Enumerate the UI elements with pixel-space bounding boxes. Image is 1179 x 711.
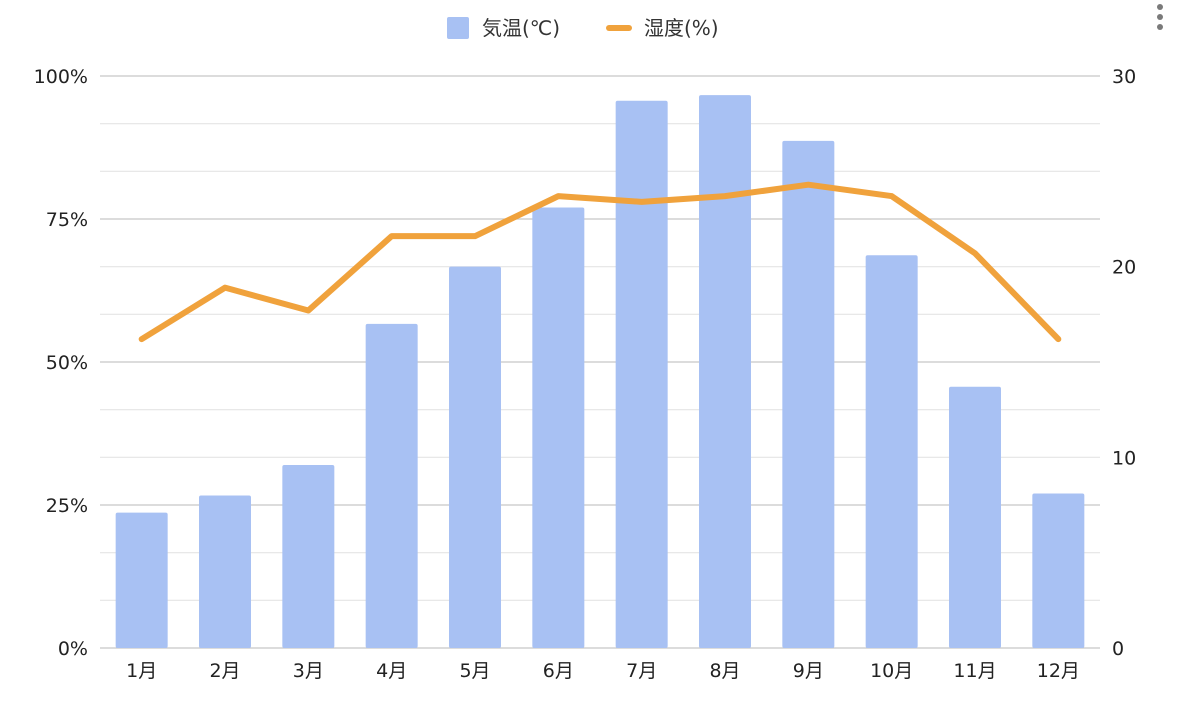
right-axis-tick: 10 [1112, 447, 1136, 469]
more-options-icon[interactable] [1153, 0, 1167, 30]
x-axis-tick: 3月 [293, 660, 324, 682]
bar-11[interactable] [949, 386, 1001, 648]
left-axis-tick: 50% [46, 352, 88, 374]
left-axis-tick: 25% [46, 495, 88, 517]
bar-10[interactable] [865, 255, 918, 648]
legend[interactable]: 気温(℃) 湿度(%) [447, 16, 719, 40]
humidity-series-line[interactable] [138, 181, 1062, 343]
legend-label-humidity: 湿度(%) [644, 16, 719, 40]
left-axis-tick: 100% [34, 66, 88, 88]
x-axis-tick: 5月 [459, 660, 490, 682]
legend-swatch-temperature [447, 17, 469, 39]
bar-7[interactable] [615, 100, 668, 648]
x-axis-tick: 7月 [626, 660, 657, 682]
x-axis-tick: 2月 [209, 660, 240, 682]
axes: 0% 25% 50% 75% 100% 0 10 20 30 1月 2月 3月 4月 5月 6月 7月 8月 9月… [34, 66, 1137, 682]
bar-12[interactable] [1032, 493, 1085, 648]
x-axis-tick: 4月 [376, 660, 407, 682]
x-axis-tick: 8月 [709, 660, 740, 682]
right-axis-tick: 30 [1112, 66, 1136, 88]
temperature-bars [115, 95, 1085, 649]
right-axis-tick: 0 [1112, 638, 1124, 660]
right-axis-tick: 20 [1112, 257, 1136, 279]
bar-6[interactable] [532, 207, 585, 648]
grid-lines [100, 75, 1100, 649]
bar-9[interactable] [782, 140, 835, 648]
x-axis-tick: 11月 [953, 660, 996, 682]
x-axis-tick: 1月 [126, 660, 157, 682]
x-axis-tick: 6月 [543, 660, 574, 682]
bar-1[interactable] [115, 512, 168, 648]
x-axis-tick: 12月 [1037, 660, 1080, 682]
humidity-line [138, 181, 1062, 343]
bar-3[interactable] [282, 464, 335, 648]
left-axis-tick: 75% [46, 209, 88, 231]
x-axis-tick: 10月 [870, 660, 913, 682]
left-axis-tick: 0% [58, 638, 88, 660]
legend-label-temperature: 気温(℃) [482, 16, 560, 40]
legend-swatch-humidity [606, 25, 632, 31]
x-axis-tick: 9月 [793, 660, 824, 682]
bar-4[interactable] [365, 323, 418, 648]
bar-5[interactable] [449, 266, 501, 648]
bar-8[interactable] [699, 95, 751, 649]
bar-2[interactable] [199, 495, 251, 648]
